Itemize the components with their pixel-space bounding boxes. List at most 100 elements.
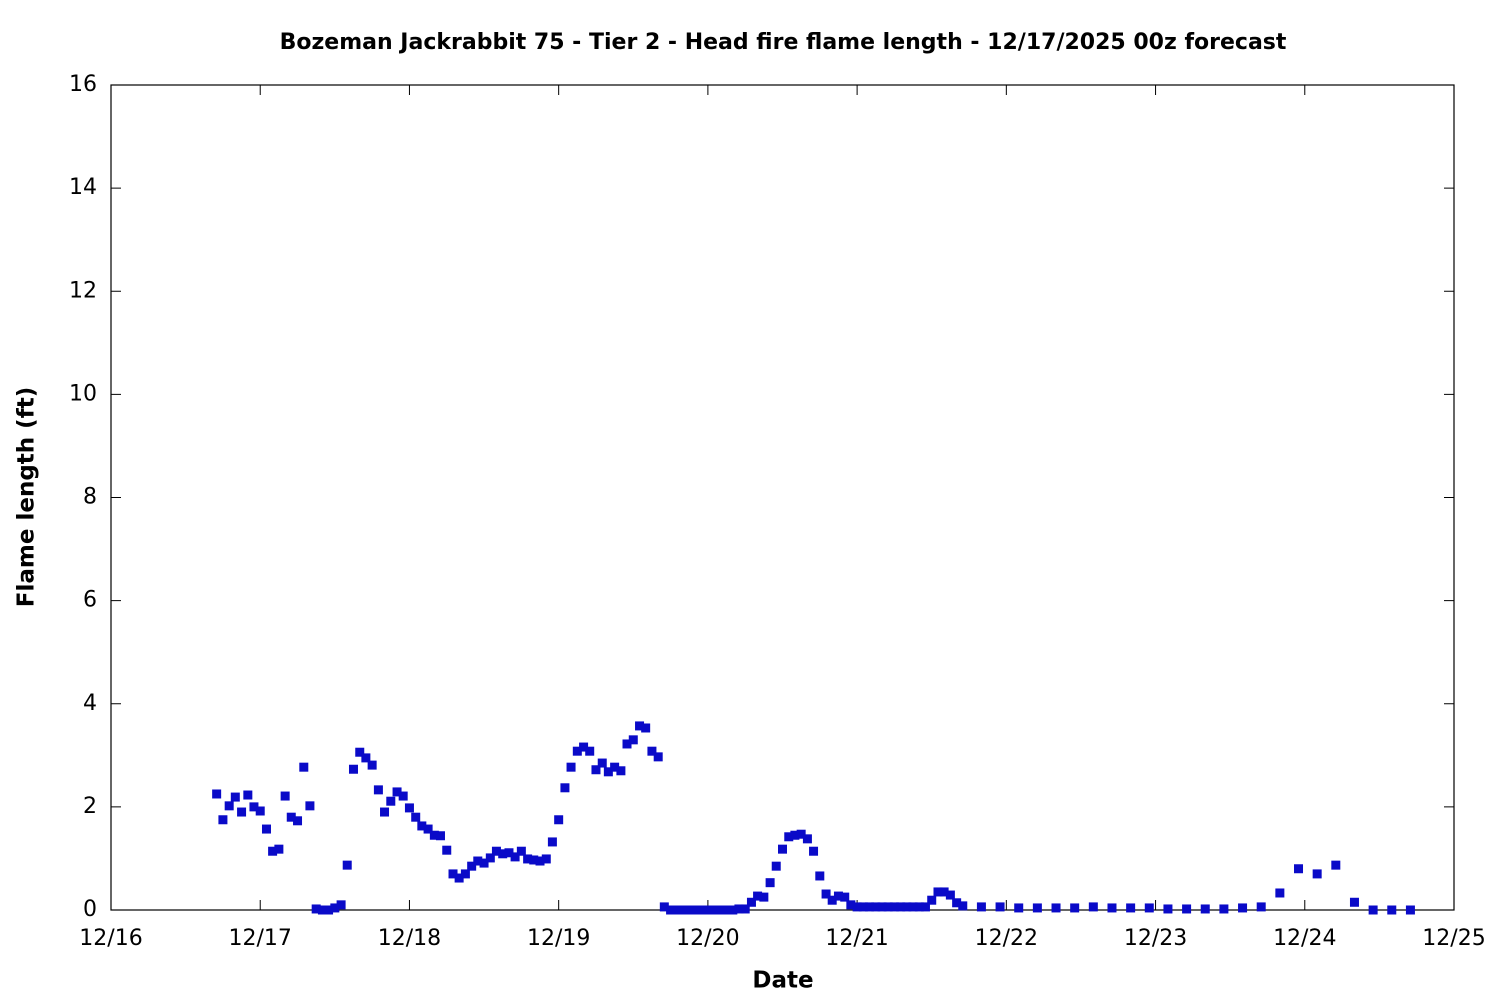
point: [691, 905, 701, 915]
y-tick-label: 0: [83, 897, 97, 922]
point: [715, 905, 725, 915]
point: [280, 791, 290, 801]
point: [1182, 904, 1192, 914]
point: [560, 783, 570, 793]
point: [473, 856, 483, 866]
point: [945, 890, 955, 900]
point: [467, 861, 477, 871]
point: [1163, 904, 1173, 914]
point: [417, 821, 427, 831]
point: [554, 815, 564, 825]
point: [249, 802, 259, 812]
y-tick-label: 2: [83, 794, 97, 819]
point: [442, 845, 452, 855]
point: [1051, 903, 1061, 913]
point: [305, 801, 315, 811]
point: [728, 905, 738, 915]
point: [815, 871, 825, 881]
x-axis-label: Date: [752, 968, 813, 994]
point: [404, 803, 414, 813]
point: [579, 742, 589, 752]
point: [529, 855, 539, 865]
y-tick-label: 8: [83, 485, 97, 510]
point: [510, 852, 520, 862]
point: [790, 830, 800, 840]
point: [485, 853, 495, 863]
point: [237, 807, 247, 817]
y-tick-label: 12: [69, 278, 97, 303]
point: [877, 902, 887, 912]
point: [1368, 905, 1378, 915]
point: [809, 846, 819, 856]
point: [678, 905, 688, 915]
point: [833, 891, 843, 901]
point: [1312, 869, 1322, 879]
point: [1014, 903, 1024, 913]
point: [734, 904, 744, 914]
point: [653, 752, 663, 762]
point: [317, 905, 327, 915]
y-tick-label: 4: [83, 691, 97, 716]
point: [1144, 903, 1154, 913]
point: [952, 898, 962, 908]
point: [230, 792, 240, 802]
x-tick-label: 12/17: [229, 926, 292, 951]
point: [336, 900, 346, 910]
point: [311, 904, 321, 914]
point: [367, 760, 377, 770]
point: [429, 830, 439, 840]
point: [802, 834, 812, 844]
point: [1032, 903, 1042, 913]
point: [261, 824, 271, 834]
x-tick-label: 12/23: [1124, 926, 1187, 951]
x-tick-label: 12/24: [1273, 926, 1336, 951]
point: [753, 891, 763, 901]
y-tick-label: 16: [69, 72, 97, 97]
point: [603, 767, 613, 777]
point: [572, 746, 582, 756]
point: [1256, 902, 1266, 912]
y-tick-label: 6: [83, 588, 97, 613]
point: [771, 861, 781, 871]
point: [778, 844, 787, 854]
point: [274, 844, 284, 854]
point: [268, 846, 278, 856]
point: [784, 832, 794, 842]
point: [454, 873, 464, 883]
point: [1238, 903, 1248, 913]
point: [1405, 905, 1415, 915]
y-tick-label: 14: [69, 175, 97, 200]
point: [666, 905, 676, 915]
point: [622, 739, 632, 749]
x-tick-label: 12/18: [378, 926, 441, 951]
point: [796, 829, 806, 839]
point: [1070, 903, 1080, 913]
point: [597, 758, 607, 768]
point: [585, 746, 595, 756]
point: [722, 905, 732, 915]
point: [243, 790, 253, 800]
point: [908, 902, 918, 912]
point: [516, 846, 526, 856]
point: [293, 816, 303, 826]
point: [939, 887, 949, 897]
point: [995, 902, 1005, 912]
point: [411, 812, 421, 822]
point: [386, 796, 396, 806]
point: [324, 905, 334, 915]
point: [672, 905, 682, 915]
point: [933, 887, 943, 897]
point: [896, 902, 906, 912]
point: [1349, 897, 1359, 907]
y-axis-label: Flame length (ft): [14, 387, 40, 607]
point: [976, 902, 986, 912]
point: [299, 762, 309, 772]
point: [635, 721, 645, 731]
point: [361, 753, 371, 763]
point: [1088, 902, 1098, 912]
point: [435, 831, 445, 841]
point: [821, 889, 831, 899]
point: [852, 902, 862, 912]
point: [423, 824, 433, 834]
point: [1331, 860, 1341, 870]
